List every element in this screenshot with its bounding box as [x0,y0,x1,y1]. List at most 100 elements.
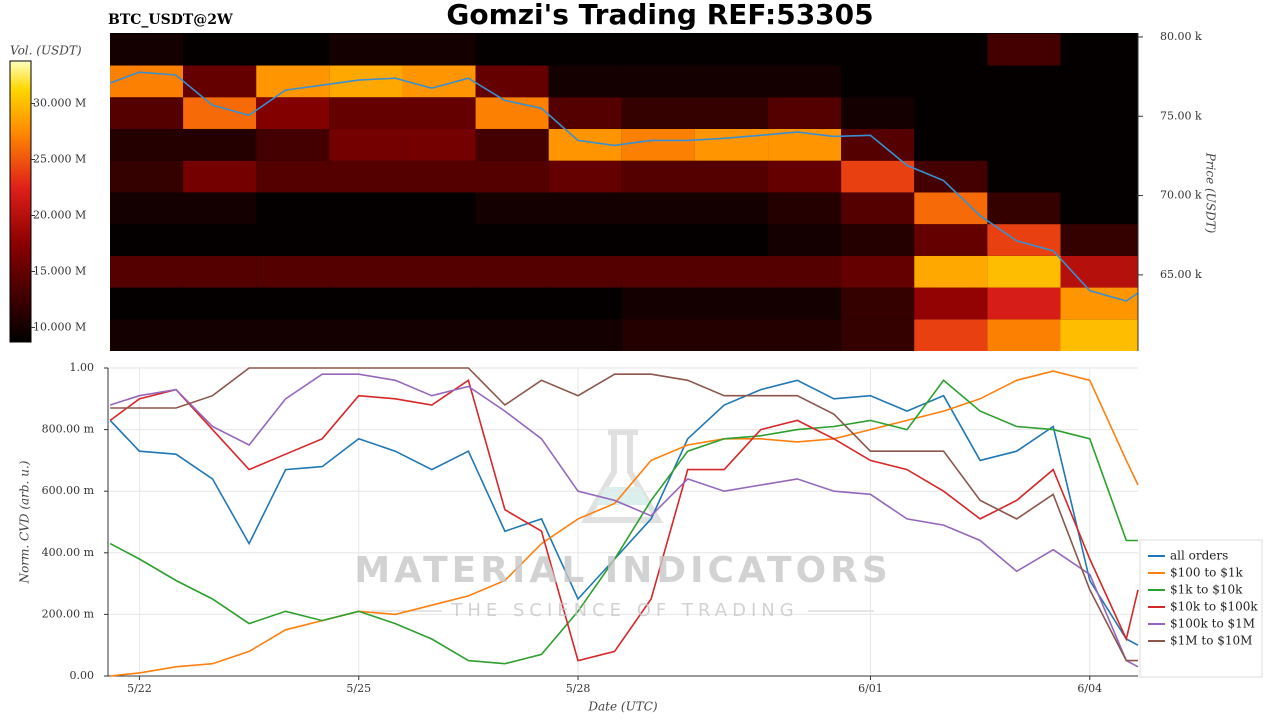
heat-cell [256,319,330,351]
heat-cell [110,160,184,193]
heat-cell [621,160,695,193]
y-axis-label: Price (USDT) [1204,152,1218,234]
heat-cell [1060,224,1138,256]
heat-cell [110,224,184,256]
heat-cell [768,287,842,320]
heat-cell [1060,287,1138,320]
heat-cell [110,65,184,98]
heat-cell [1060,192,1138,225]
legend-label: $1M to $10M [1170,634,1252,648]
heat-cell [768,255,842,288]
heat-cell [694,255,769,288]
heat-cell [548,192,622,225]
heat-cell [621,97,695,129]
heat-cell [329,224,403,256]
heat-cell [256,255,330,288]
heat-cell [914,97,988,129]
x-tick-label: 5/28 [566,682,591,695]
heat-cell [914,65,988,98]
y-tick-label: 200.00 m [42,607,95,620]
heat-cell [841,255,915,288]
heat-cell [768,65,842,98]
heat-cell [183,319,257,351]
heat-cell [256,192,330,225]
heat-cell [256,160,330,193]
heat-cell [329,160,403,193]
heat-cell [110,192,184,225]
x-tick-label: 5/25 [346,682,371,695]
heat-cell [768,97,842,129]
heat-cell [183,224,257,256]
heat-cell [1060,97,1138,129]
heat-cell [256,287,330,320]
heat-cell [329,128,403,161]
heat-cell [1060,33,1138,66]
heat-cell [256,33,330,66]
heat-cell [768,319,842,351]
heat-cell [621,287,695,320]
heat-cell [548,160,622,193]
heat-cell [914,319,988,351]
watermark-subtitle: THE SCIENCE OF TRADING [450,600,798,621]
cvd-line [109,379,1139,646]
heat-cell [768,192,842,225]
heat-cell [987,65,1061,98]
heat-cell [548,65,622,98]
y-tick-label: 800.00 m [42,423,95,436]
x-tick-label: 6/04 [1077,682,1102,695]
heat-cell [329,255,403,288]
heat-cell [1060,128,1138,161]
heat-cell [548,319,622,351]
legend-label: $1k to $10k [1170,583,1243,597]
cvd-line [109,373,1139,668]
heat-cell [841,33,915,66]
heat-cell [329,65,403,98]
heat-cell [841,287,915,320]
heat-cell [694,319,769,351]
heat-cell [329,97,403,129]
heat-cell [914,224,988,256]
watermark-title: MATERIAL INDICATORS [354,550,892,591]
heat-cell [694,287,769,320]
y-axis-label: Norm. CVD (arb. u.) [18,460,32,584]
chart-title: Gomzi's Trading REF:53305 [446,0,873,31]
x-tick-label: 5/22 [127,682,152,695]
colorbar [9,60,32,343]
heat-cell [183,287,257,320]
heat-cell [548,255,622,288]
heat-cell [402,33,476,66]
heat-cell [475,128,549,161]
y-tick-label: 65.00 k [1160,268,1202,281]
legend-label: $100 to $1k [1170,566,1243,580]
watermark-logo [580,429,664,523]
heat-cell [329,192,403,225]
heat-cell [475,192,549,225]
heat-cell [694,65,769,98]
heat-cell [841,192,915,225]
heat-cell [621,224,695,256]
legend-label: $100k to $1M [1170,617,1255,631]
heat-cell [621,128,695,161]
heat-cell [841,224,915,256]
heat-cell [402,65,476,98]
heat-cell [768,33,842,66]
heat-cell [183,192,257,225]
heat-cell [694,128,769,161]
y-tick-label: 0.00 [70,669,95,682]
heat-cell [1060,160,1138,193]
y-tick-label: 80.00 k [1160,30,1202,43]
heat-cell [110,128,184,161]
cvd-line [109,379,1139,662]
heat-cell [402,97,476,129]
heat-cell [183,128,257,161]
heat-cell [621,33,695,66]
heat-cell [987,97,1061,129]
heat-cell [768,160,842,193]
heat-cell [402,192,476,225]
heat-cell [256,224,330,256]
heat-cell [841,160,915,193]
heat-cell [621,192,695,225]
heat-cell [987,33,1061,66]
heat-cell [548,33,622,66]
